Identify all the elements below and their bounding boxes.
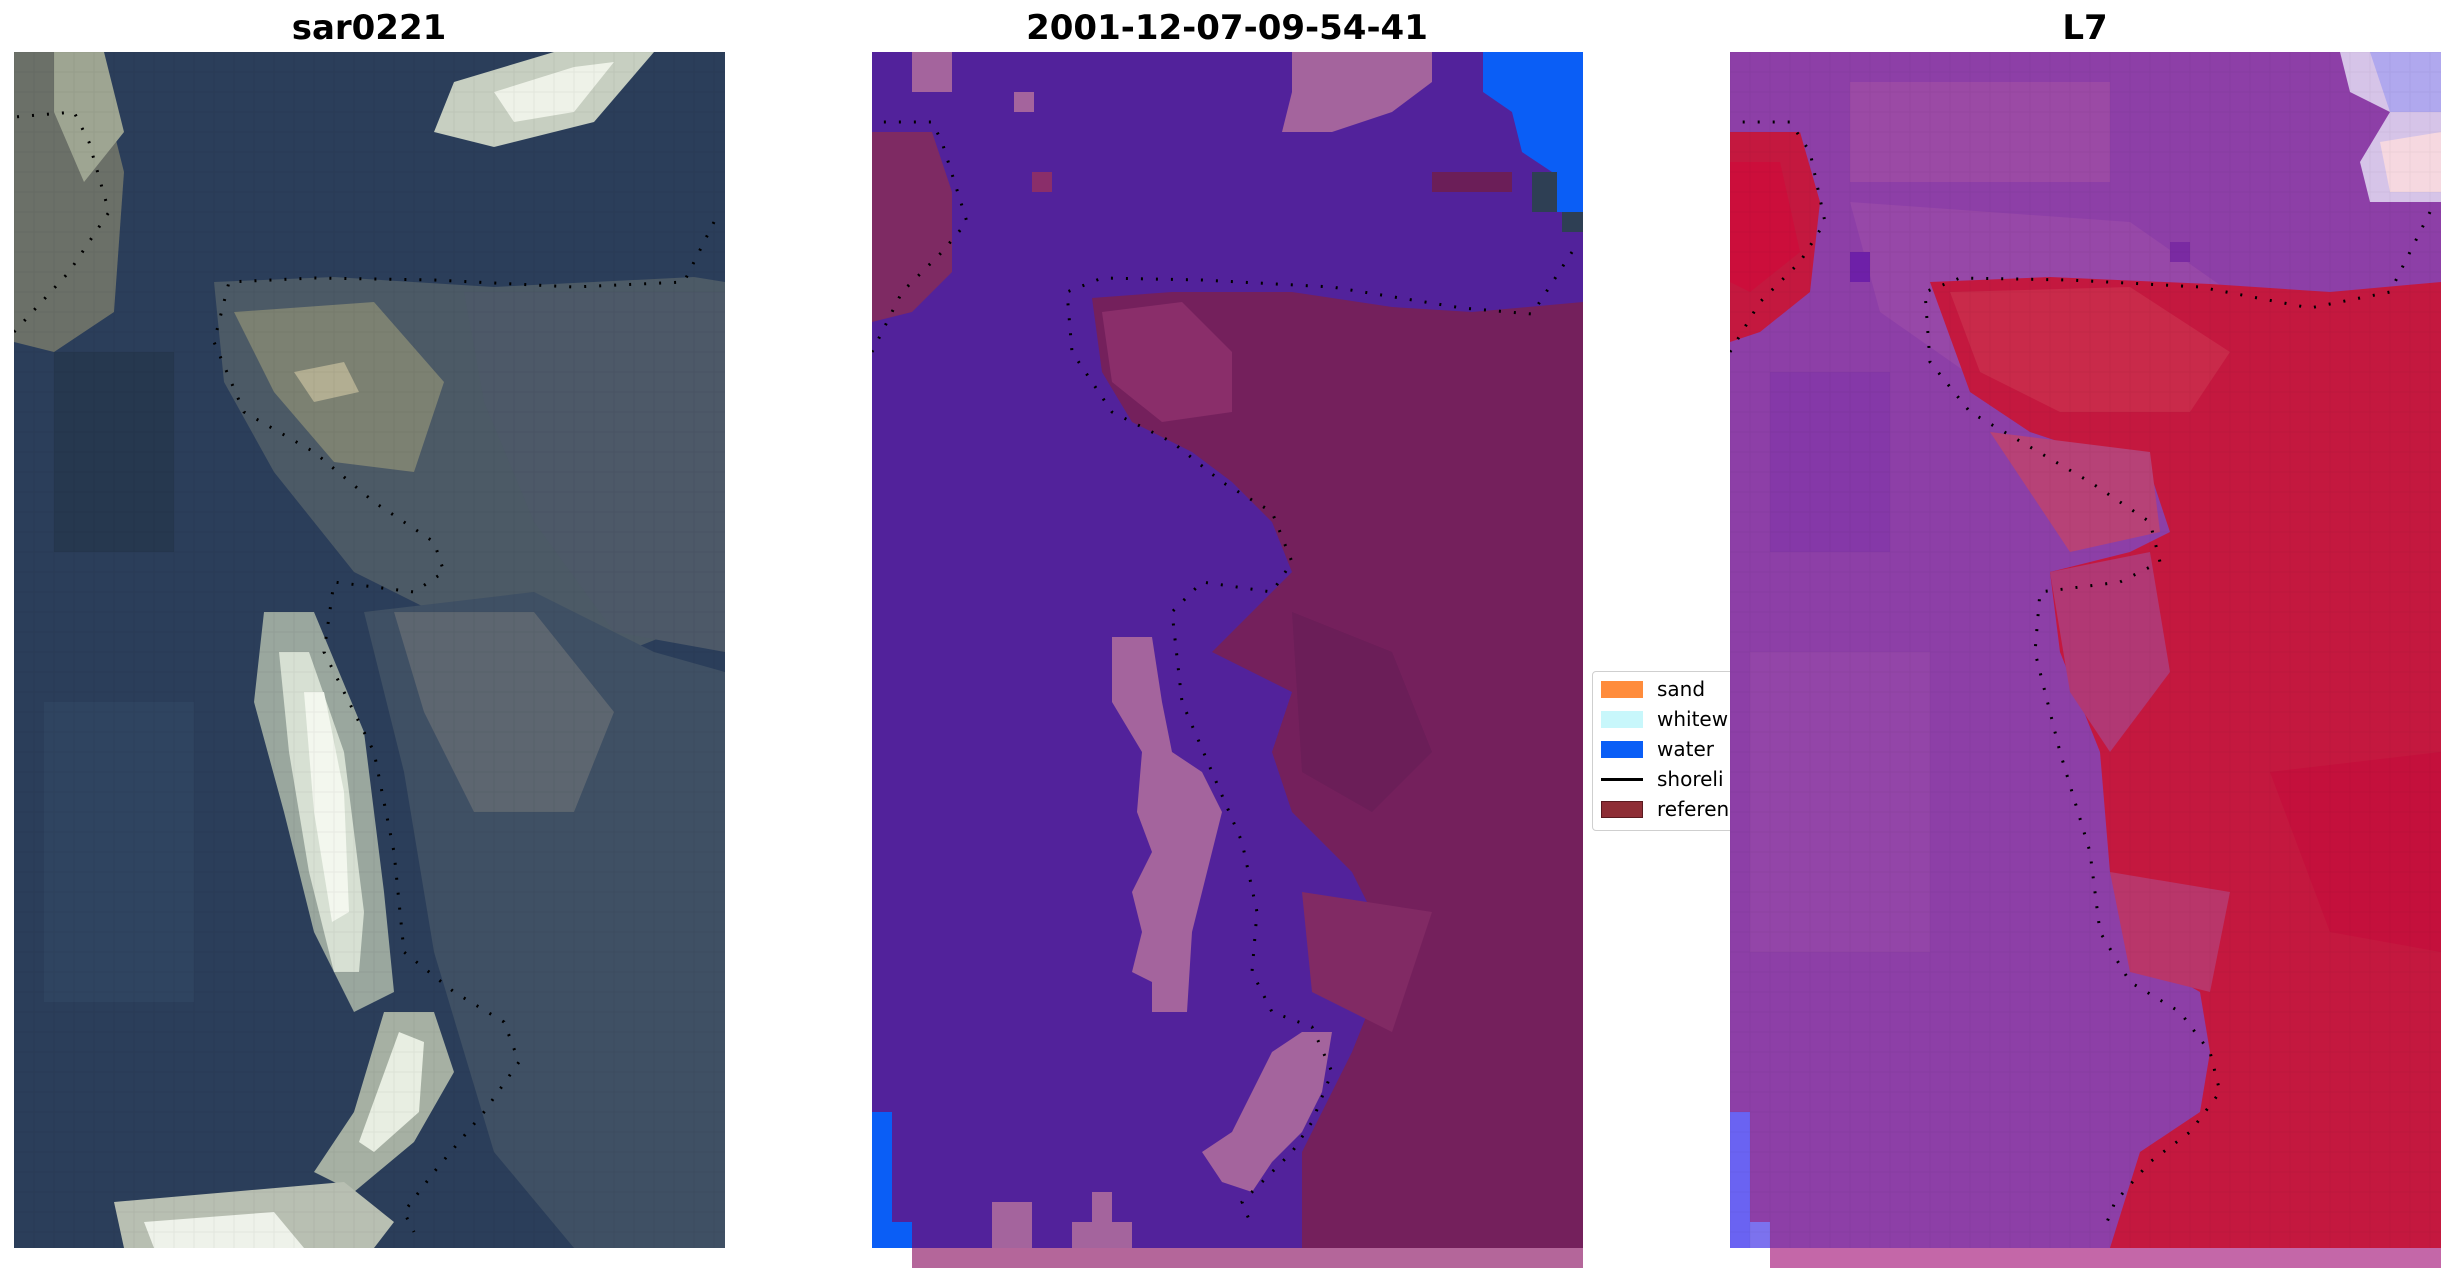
legend-item-reference: referen	[1601, 796, 1729, 822]
sand-swatch	[1601, 680, 1643, 698]
legend-label-reference: referen	[1657, 797, 1730, 821]
legend-label-water: water	[1657, 737, 1714, 761]
legend-label-whitewater: whitew	[1657, 707, 1729, 731]
legend-label-sand: sand	[1657, 677, 1706, 701]
legend-item-sand: sand	[1601, 676, 1705, 702]
legend: sand whitew water shoreli referen	[1592, 671, 1734, 831]
l7-image-panel	[1730, 52, 2441, 1268]
panel-title-l7: L7	[2062, 8, 2108, 48]
legend-item-whitewater: whitew	[1601, 706, 1728, 732]
panel-title-rgb: sar0221	[291, 8, 447, 48]
legend-item-water: water	[1601, 736, 1714, 762]
legend-label-shoreline: shoreli	[1657, 767, 1724, 791]
panel-title-classification: 2001-12-07-09-54-41	[1026, 8, 1428, 48]
rgb-image-panel	[14, 52, 725, 1248]
legend-item-shoreline: shoreli	[1601, 766, 1724, 792]
reference-swatch	[1601, 800, 1643, 818]
whitewater-swatch	[1601, 710, 1643, 728]
water-swatch	[1601, 740, 1643, 758]
classification-panel	[872, 52, 1583, 1268]
shoreline-line-swatch	[1601, 777, 1643, 781]
